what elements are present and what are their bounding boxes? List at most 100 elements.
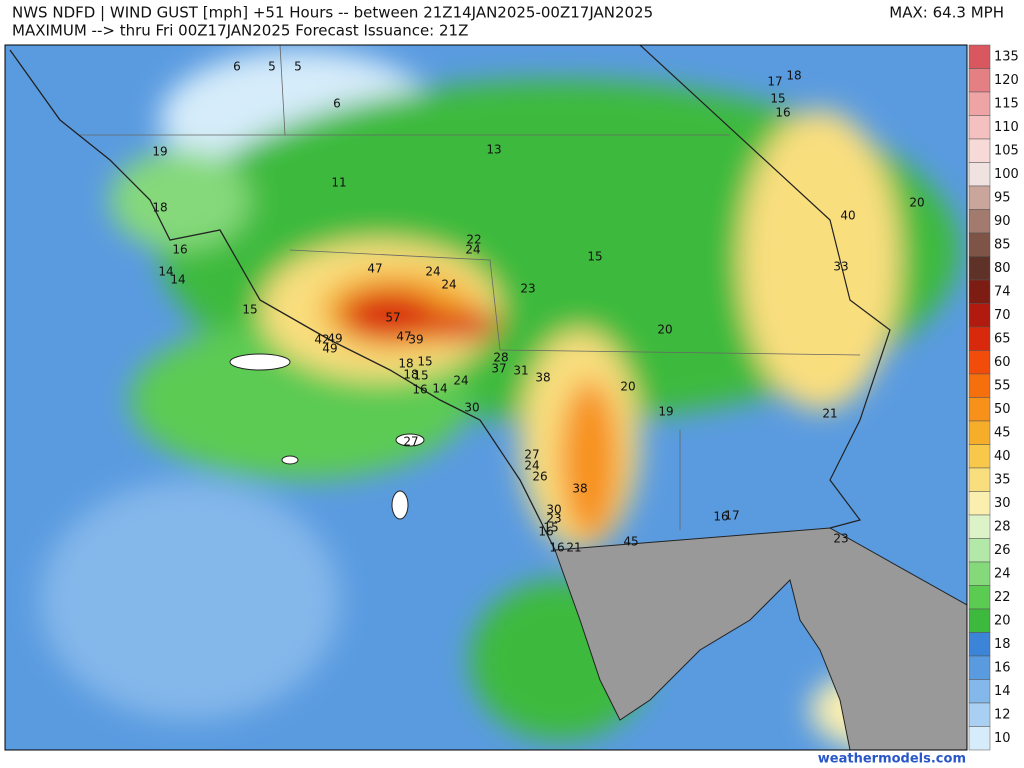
legend-label: 74: [994, 284, 1011, 299]
station-value: 47: [367, 262, 382, 276]
coastline: [9, 49, 556, 551]
station-value: 28: [493, 351, 508, 365]
station-value: 19: [658, 405, 673, 419]
legend-label: 26: [994, 543, 1011, 558]
legend-swatch: [968, 491, 991, 516]
station-value: 18: [786, 69, 801, 83]
station-value: 45: [623, 535, 638, 549]
station-value: 15: [543, 521, 558, 535]
station-value: 17: [724, 509, 739, 523]
legend-label: 35: [994, 472, 1011, 487]
legend-label: 70: [994, 308, 1011, 323]
station-value: 57: [385, 311, 400, 325]
station-value: 31: [513, 364, 528, 378]
legend-swatch: [968, 303, 991, 328]
station-value: 16: [538, 525, 553, 539]
legend-swatch: [968, 350, 991, 375]
max-label: MAX: 64.3 MPH: [889, 4, 1004, 22]
station-value: 19: [152, 145, 167, 159]
legend-swatch: [968, 232, 991, 257]
legend-swatch: [968, 585, 991, 610]
legend-label: 110: [994, 120, 1019, 135]
subtitle: MAXIMUM --> thru Fri 00Z17JAN2025 Foreca…: [12, 22, 468, 40]
legend-swatch: [968, 162, 991, 187]
legend-swatch: [968, 514, 991, 539]
legend-swatch: [968, 726, 991, 751]
station-value: 23: [520, 282, 535, 296]
station-value: 18: [403, 368, 418, 382]
legend-label: 115: [994, 96, 1019, 111]
station-value: 33: [833, 260, 848, 274]
legend-label: 28: [994, 519, 1011, 534]
legend-swatch: [968, 91, 991, 116]
station-value: 38: [535, 371, 550, 385]
station-value: 15: [417, 355, 432, 369]
legend-swatch: [968, 115, 991, 140]
station-value: 21: [566, 541, 581, 555]
station-value: 24: [425, 265, 440, 279]
station-value: 15: [242, 303, 257, 317]
title: NWS NDFD | WIND GUST [mph] +51 Hours -- …: [12, 4, 653, 22]
station-value: 16: [549, 541, 564, 555]
station-value: 20: [657, 323, 672, 337]
legend-swatch: [968, 632, 991, 657]
legend-swatch: [968, 256, 991, 281]
station-value: 24: [441, 278, 456, 292]
legend-swatch: [968, 561, 991, 586]
legend-label: 12: [994, 707, 1011, 722]
legend-label: 45: [994, 425, 1011, 440]
station-value: 38: [572, 482, 587, 496]
station-value: 23: [546, 512, 561, 526]
islands: [229, 353, 425, 520]
legend-label: 18: [994, 637, 1011, 652]
station-value: 11: [331, 176, 346, 190]
station-value: 39: [408, 333, 423, 347]
legend-swatch: [968, 279, 991, 304]
watermark: weathermodels.com: [818, 752, 966, 767]
legend-label: 90: [994, 214, 1011, 229]
station-value: 20: [909, 196, 924, 210]
map-frame: [4, 44, 968, 751]
legend-label: 10: [994, 731, 1011, 746]
legend-label: 20: [994, 613, 1011, 628]
station-value: 24: [453, 374, 468, 388]
state-border: [639, 45, 891, 529]
station-value: 24: [465, 243, 480, 257]
legend-label: 40: [994, 449, 1011, 464]
legend-swatch: [968, 44, 991, 69]
station-value: 5: [268, 60, 276, 74]
station-value: 14: [170, 273, 185, 287]
wind-field: [40, 50, 960, 750]
station-value: 49: [322, 342, 337, 356]
legend-label: 16: [994, 660, 1011, 675]
station-value: 6: [333, 97, 341, 111]
station-value: 30: [546, 503, 561, 517]
legend-swatch: [968, 420, 991, 445]
station-value: 24: [524, 459, 539, 473]
legend-label: 14: [994, 684, 1011, 699]
station-value: 16: [172, 243, 187, 257]
station-value: 23: [833, 532, 848, 546]
legend-label: 24: [994, 566, 1011, 581]
legend-label: 95: [994, 190, 1011, 205]
legend-swatch: [968, 444, 991, 469]
station-value: 16: [713, 510, 728, 524]
station-value: 18: [152, 201, 167, 215]
legend-label: 80: [994, 261, 1011, 276]
legend-label: 100: [994, 167, 1019, 182]
station-value: 26: [532, 470, 547, 484]
station-value: 30: [464, 401, 479, 415]
legend-label: 55: [994, 378, 1011, 393]
station-value: 15: [413, 369, 428, 383]
county-lines: [80, 45, 861, 530]
legend-label: 135: [994, 49, 1019, 64]
legend-label: 30: [994, 496, 1011, 511]
station-value: 17: [767, 75, 782, 89]
legend-swatch: [968, 138, 991, 163]
station-value: 37: [491, 362, 506, 376]
mexico: [554, 527, 967, 750]
legend-swatch: [968, 397, 991, 422]
legend-swatch: [968, 679, 991, 704]
station-value: 27: [403, 435, 418, 449]
